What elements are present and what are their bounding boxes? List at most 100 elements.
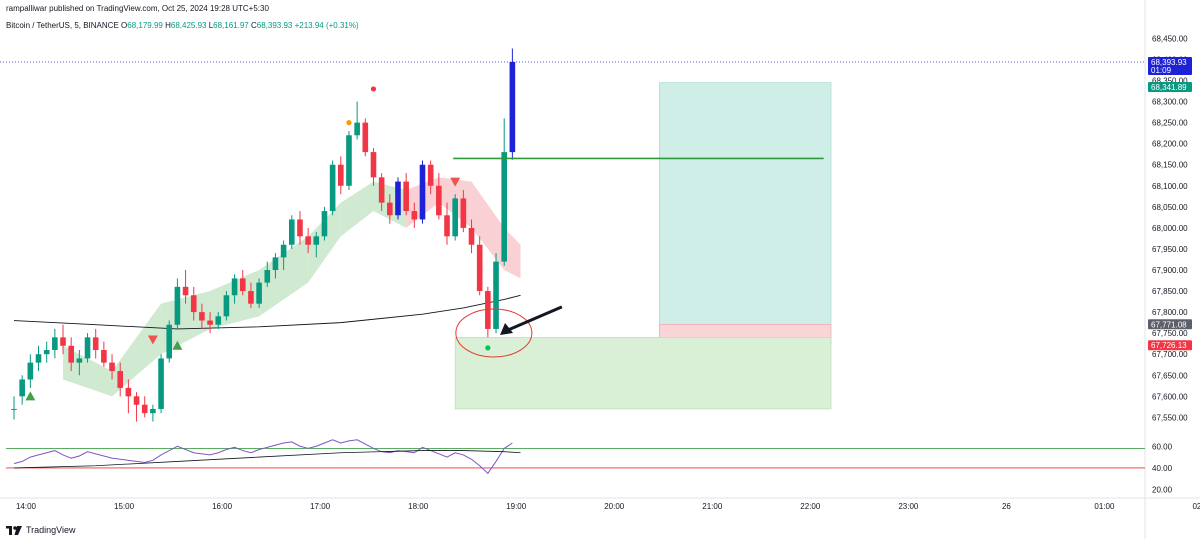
high-label: H xyxy=(165,21,171,30)
candle-body xyxy=(370,152,377,178)
price-tick-label: 68,000.00 xyxy=(1152,224,1188,233)
candle-body xyxy=(11,408,17,410)
candle-body xyxy=(288,219,295,245)
candle xyxy=(460,190,467,233)
candle xyxy=(43,341,50,363)
buy-signal-icon xyxy=(172,340,183,350)
price-axis[interactable]: 68,450.0068,400.0068,350.0068,300.0068,2… xyxy=(1148,34,1192,495)
band-segment xyxy=(161,291,211,355)
candle-body xyxy=(35,354,42,363)
trend-band xyxy=(63,177,521,397)
candle xyxy=(362,118,369,157)
candle xyxy=(493,253,499,334)
candle-body xyxy=(444,215,450,237)
candle xyxy=(403,173,409,216)
candle-body xyxy=(493,261,499,329)
candle xyxy=(468,219,475,254)
price-tick-label: 67,550.00 xyxy=(1152,413,1188,422)
candle xyxy=(199,303,205,329)
candle xyxy=(427,160,434,195)
candle-body xyxy=(411,211,418,220)
candle-body xyxy=(182,286,189,296)
candle-body xyxy=(231,278,238,296)
rsi-tick-label: 20.00 xyxy=(1152,486,1173,495)
candle-body xyxy=(84,337,91,359)
candle-body xyxy=(215,316,222,325)
candle-body xyxy=(485,291,491,329)
band-segment xyxy=(504,227,521,279)
candle-body xyxy=(297,219,303,237)
candle xyxy=(182,270,189,304)
candle-body xyxy=(133,396,140,405)
candle-body xyxy=(272,257,279,270)
time-axis[interactable]: 14:00 15:00 16:00 17:00 18:00 19:00 20:00 21:00… xyxy=(16,502,1200,511)
candle-body xyxy=(150,408,156,414)
time-tick-label: 26 xyxy=(1002,502,1011,511)
candle-body xyxy=(378,177,385,203)
candle-body xyxy=(264,270,271,283)
candle xyxy=(68,337,74,372)
footer: TradingView xyxy=(6,525,76,535)
candle-body xyxy=(141,404,148,414)
candle xyxy=(411,202,418,228)
arrow-shaft xyxy=(507,305,563,332)
candle xyxy=(117,362,124,397)
candle-body xyxy=(329,164,336,212)
candle-body xyxy=(158,358,164,409)
candle xyxy=(150,404,156,422)
candle-body xyxy=(427,164,434,186)
candle xyxy=(378,173,385,212)
rsi-line xyxy=(13,439,513,475)
annotations xyxy=(453,157,824,358)
candle xyxy=(338,156,344,195)
candle-body xyxy=(199,312,205,321)
sell-signal-icon xyxy=(147,335,158,345)
candle-body xyxy=(468,227,475,245)
candle xyxy=(305,227,311,254)
time-tick-label: 15:00 xyxy=(114,502,135,511)
candle-body xyxy=(280,244,287,258)
candle-body xyxy=(190,295,197,313)
candle xyxy=(35,345,42,372)
signals xyxy=(25,86,491,401)
price-tick-label: 68,200.00 xyxy=(1152,140,1188,149)
candle-body xyxy=(305,236,311,245)
symbol-name[interactable]: Bitcoin / TetherUS, 5, BINANCE xyxy=(6,21,119,30)
candle-body xyxy=(223,295,230,317)
price-tag: 67,726.13 xyxy=(1148,340,1192,351)
band-segment xyxy=(259,236,309,317)
candle xyxy=(395,177,401,220)
candle-body xyxy=(166,324,173,359)
time-tick-label: 14:00 xyxy=(16,502,37,511)
candle-body xyxy=(248,291,254,304)
price-tick-label: 67,650.00 xyxy=(1152,371,1188,380)
symbol-ohlc-line: Bitcoin / TetherUS, 5, BINANCE O68,179.9… xyxy=(6,21,359,30)
time-tick-label: 18:00 xyxy=(408,502,429,511)
arrow-head-icon xyxy=(500,322,514,335)
candle xyxy=(329,160,336,216)
candle xyxy=(280,240,287,270)
candle xyxy=(141,396,148,418)
price-tag-bg xyxy=(1148,81,1192,92)
price-tick-label: 67,900.00 xyxy=(1152,266,1188,275)
candle xyxy=(248,282,254,308)
candle-body xyxy=(174,286,181,325)
buy-signal-icon xyxy=(25,391,36,401)
candle xyxy=(501,118,507,266)
candle xyxy=(125,379,132,414)
time-tick-label: 21:00 xyxy=(702,502,723,511)
price-tag-label: 67,726.13 xyxy=(1151,341,1187,350)
candle-body xyxy=(76,358,83,363)
candle xyxy=(207,312,213,334)
price-tick-label: 68,100.00 xyxy=(1152,182,1188,191)
band-segment xyxy=(340,181,374,237)
candle-body xyxy=(346,135,352,186)
footer-brand: TradingView xyxy=(26,525,76,535)
candle xyxy=(354,101,360,140)
price-tick-label: 67,750.00 xyxy=(1152,329,1188,338)
candle xyxy=(239,270,246,296)
candles[interactable] xyxy=(11,48,516,422)
price-tick-label: 67,600.00 xyxy=(1152,392,1188,401)
